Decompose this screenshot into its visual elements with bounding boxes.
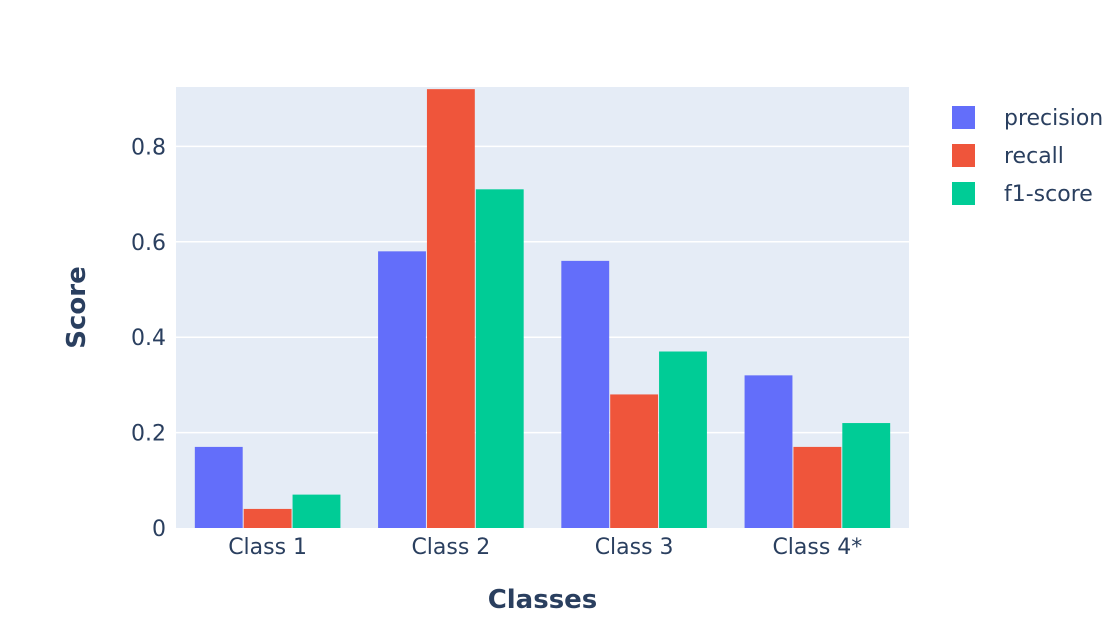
y-tick-label: 0	[152, 517, 166, 542]
x-tick-label: Class 4*	[772, 535, 862, 560]
x-tick-label: Class 1	[228, 535, 307, 560]
x-axis-ticks: Class 1 Class 2 Class 3 Class 4*	[228, 535, 862, 560]
bar-recall-1	[243, 508, 292, 528]
y-tick-label: 0.2	[131, 422, 166, 447]
bar-precision-3	[561, 260, 610, 528]
bar-precision-2	[378, 251, 426, 528]
y-axis-title: Score	[62, 266, 92, 348]
legend-label-recall: recall	[1004, 144, 1064, 169]
y-tick-label: 0.8	[131, 135, 166, 160]
legend-swatch-recall	[952, 144, 975, 167]
bar-recall-4	[793, 446, 842, 528]
bar-precision-4	[744, 375, 793, 528]
y-tick-label: 0.6	[131, 231, 166, 256]
y-axis-ticks: 0 0.2 0.4 0.6 0.8	[131, 135, 166, 542]
x-tick-label: Class 3	[595, 535, 674, 560]
bar-precision-1	[194, 446, 243, 528]
bar-f1-score-3	[659, 351, 707, 528]
x-axis-title: Classes	[488, 585, 598, 615]
legend: precision recall f1-score	[952, 106, 1103, 207]
bars	[194, 89, 891, 528]
legend-swatch-f1-score	[952, 182, 975, 205]
bar-recall-2	[426, 89, 475, 528]
legend-swatch-precision	[952, 106, 975, 129]
bar-f1-score-4	[842, 423, 891, 528]
x-tick-label: Class 2	[411, 535, 490, 560]
bar-f1-score-1	[292, 494, 341, 528]
y-tick-label: 0.4	[131, 326, 166, 351]
legend-label-precision: precision	[1004, 106, 1103, 131]
legend-label-f1-score: f1-score	[1004, 182, 1093, 207]
bar-recall-3	[610, 394, 659, 528]
bar-f1-score-2	[475, 189, 524, 528]
